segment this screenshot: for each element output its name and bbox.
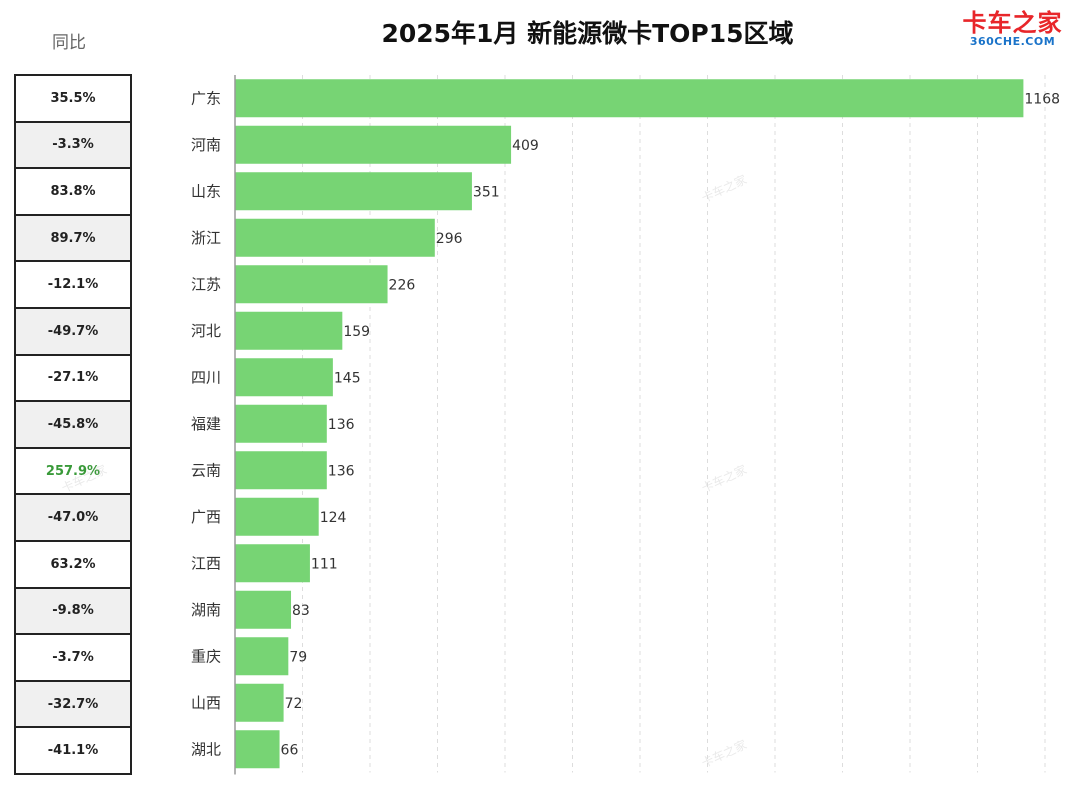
- yoy-table: 35.5% -3.3% 83.8% 89.7% -12.1% -49.7% -27.1% -4…: [14, 74, 132, 775]
- category-label: 云南: [191, 461, 221, 479]
- logo-text-cn: 卡车之家: [962, 9, 1063, 37]
- yoy-cell: 35.5%: [16, 76, 130, 123]
- logo-text-en: 360CHE.COM: [969, 35, 1056, 48]
- category-label: 重庆: [191, 647, 221, 665]
- yoy-cell: -9.8%: [16, 588, 130, 636]
- bar: [235, 683, 284, 722]
- data-label: 72: [285, 696, 303, 712]
- bar: [235, 311, 343, 350]
- data-label: 351: [473, 184, 500, 200]
- data-label: 66: [281, 742, 299, 758]
- yoy-cell: -45.8%: [16, 402, 130, 449]
- category-label: 湖南: [191, 601, 221, 619]
- category-label: 河北: [191, 322, 221, 340]
- data-label: 136: [328, 463, 355, 479]
- category-label: 河南: [191, 136, 221, 154]
- bar: [235, 79, 1024, 118]
- data-label: 226: [389, 277, 416, 293]
- bar: [235, 218, 435, 257]
- yoy-cell: -3.7%: [16, 635, 130, 682]
- data-label: 79: [289, 649, 307, 665]
- bar: [235, 404, 327, 443]
- category-label: 山西: [191, 694, 221, 712]
- bar: [235, 451, 327, 490]
- data-label: 159: [343, 324, 370, 340]
- data-label: 124: [320, 510, 347, 526]
- bar: [235, 637, 289, 676]
- category-label: 福建: [191, 415, 221, 433]
- yoy-cell: -47.0%: [16, 495, 130, 542]
- data-label: 83: [292, 603, 310, 619]
- bar: [235, 172, 472, 211]
- data-label: 136: [328, 417, 355, 433]
- yoy-cell: 89.7%: [16, 215, 130, 263]
- bar: [235, 265, 388, 304]
- bar: [235, 497, 319, 536]
- category-label: 湖北: [191, 740, 221, 758]
- yoy-cell: -49.7%: [16, 308, 130, 356]
- yoy-cell: 257.9%: [16, 449, 130, 496]
- bar: [235, 590, 292, 629]
- bar: [235, 730, 280, 769]
- bar: [235, 125, 512, 164]
- yoy-cell: -41.1%: [16, 728, 130, 775]
- brand-logo: 卡车之家 360CHE.COM: [960, 10, 1065, 48]
- data-label: 409: [512, 138, 539, 154]
- data-label: 296: [436, 231, 463, 247]
- yoy-column-header: 同比: [52, 33, 86, 53]
- category-label: 山东: [191, 182, 221, 200]
- bar: [235, 358, 333, 397]
- yoy-cell: -3.3%: [16, 122, 130, 170]
- yoy-cell: 83.8%: [16, 169, 130, 216]
- yoy-cell: 63.2%: [16, 542, 130, 589]
- category-label: 广西: [191, 508, 221, 526]
- yoy-cell: -32.7%: [16, 681, 130, 729]
- chart-title: 2025年1月 新能源微卡TOP15区域: [381, 19, 794, 48]
- yoy-cell: -12.1%: [16, 262, 130, 309]
- category-label: 广东: [191, 89, 221, 107]
- data-label: 1168: [1024, 91, 1060, 107]
- category-label: 浙江: [191, 229, 221, 247]
- category-label: 江西: [191, 554, 221, 572]
- category-label: 四川: [191, 368, 221, 386]
- data-label: 111: [311, 556, 338, 572]
- bar: [235, 544, 310, 583]
- category-label: 江苏: [191, 275, 221, 293]
- data-label: 145: [334, 370, 361, 386]
- yoy-cell: -27.1%: [16, 356, 130, 403]
